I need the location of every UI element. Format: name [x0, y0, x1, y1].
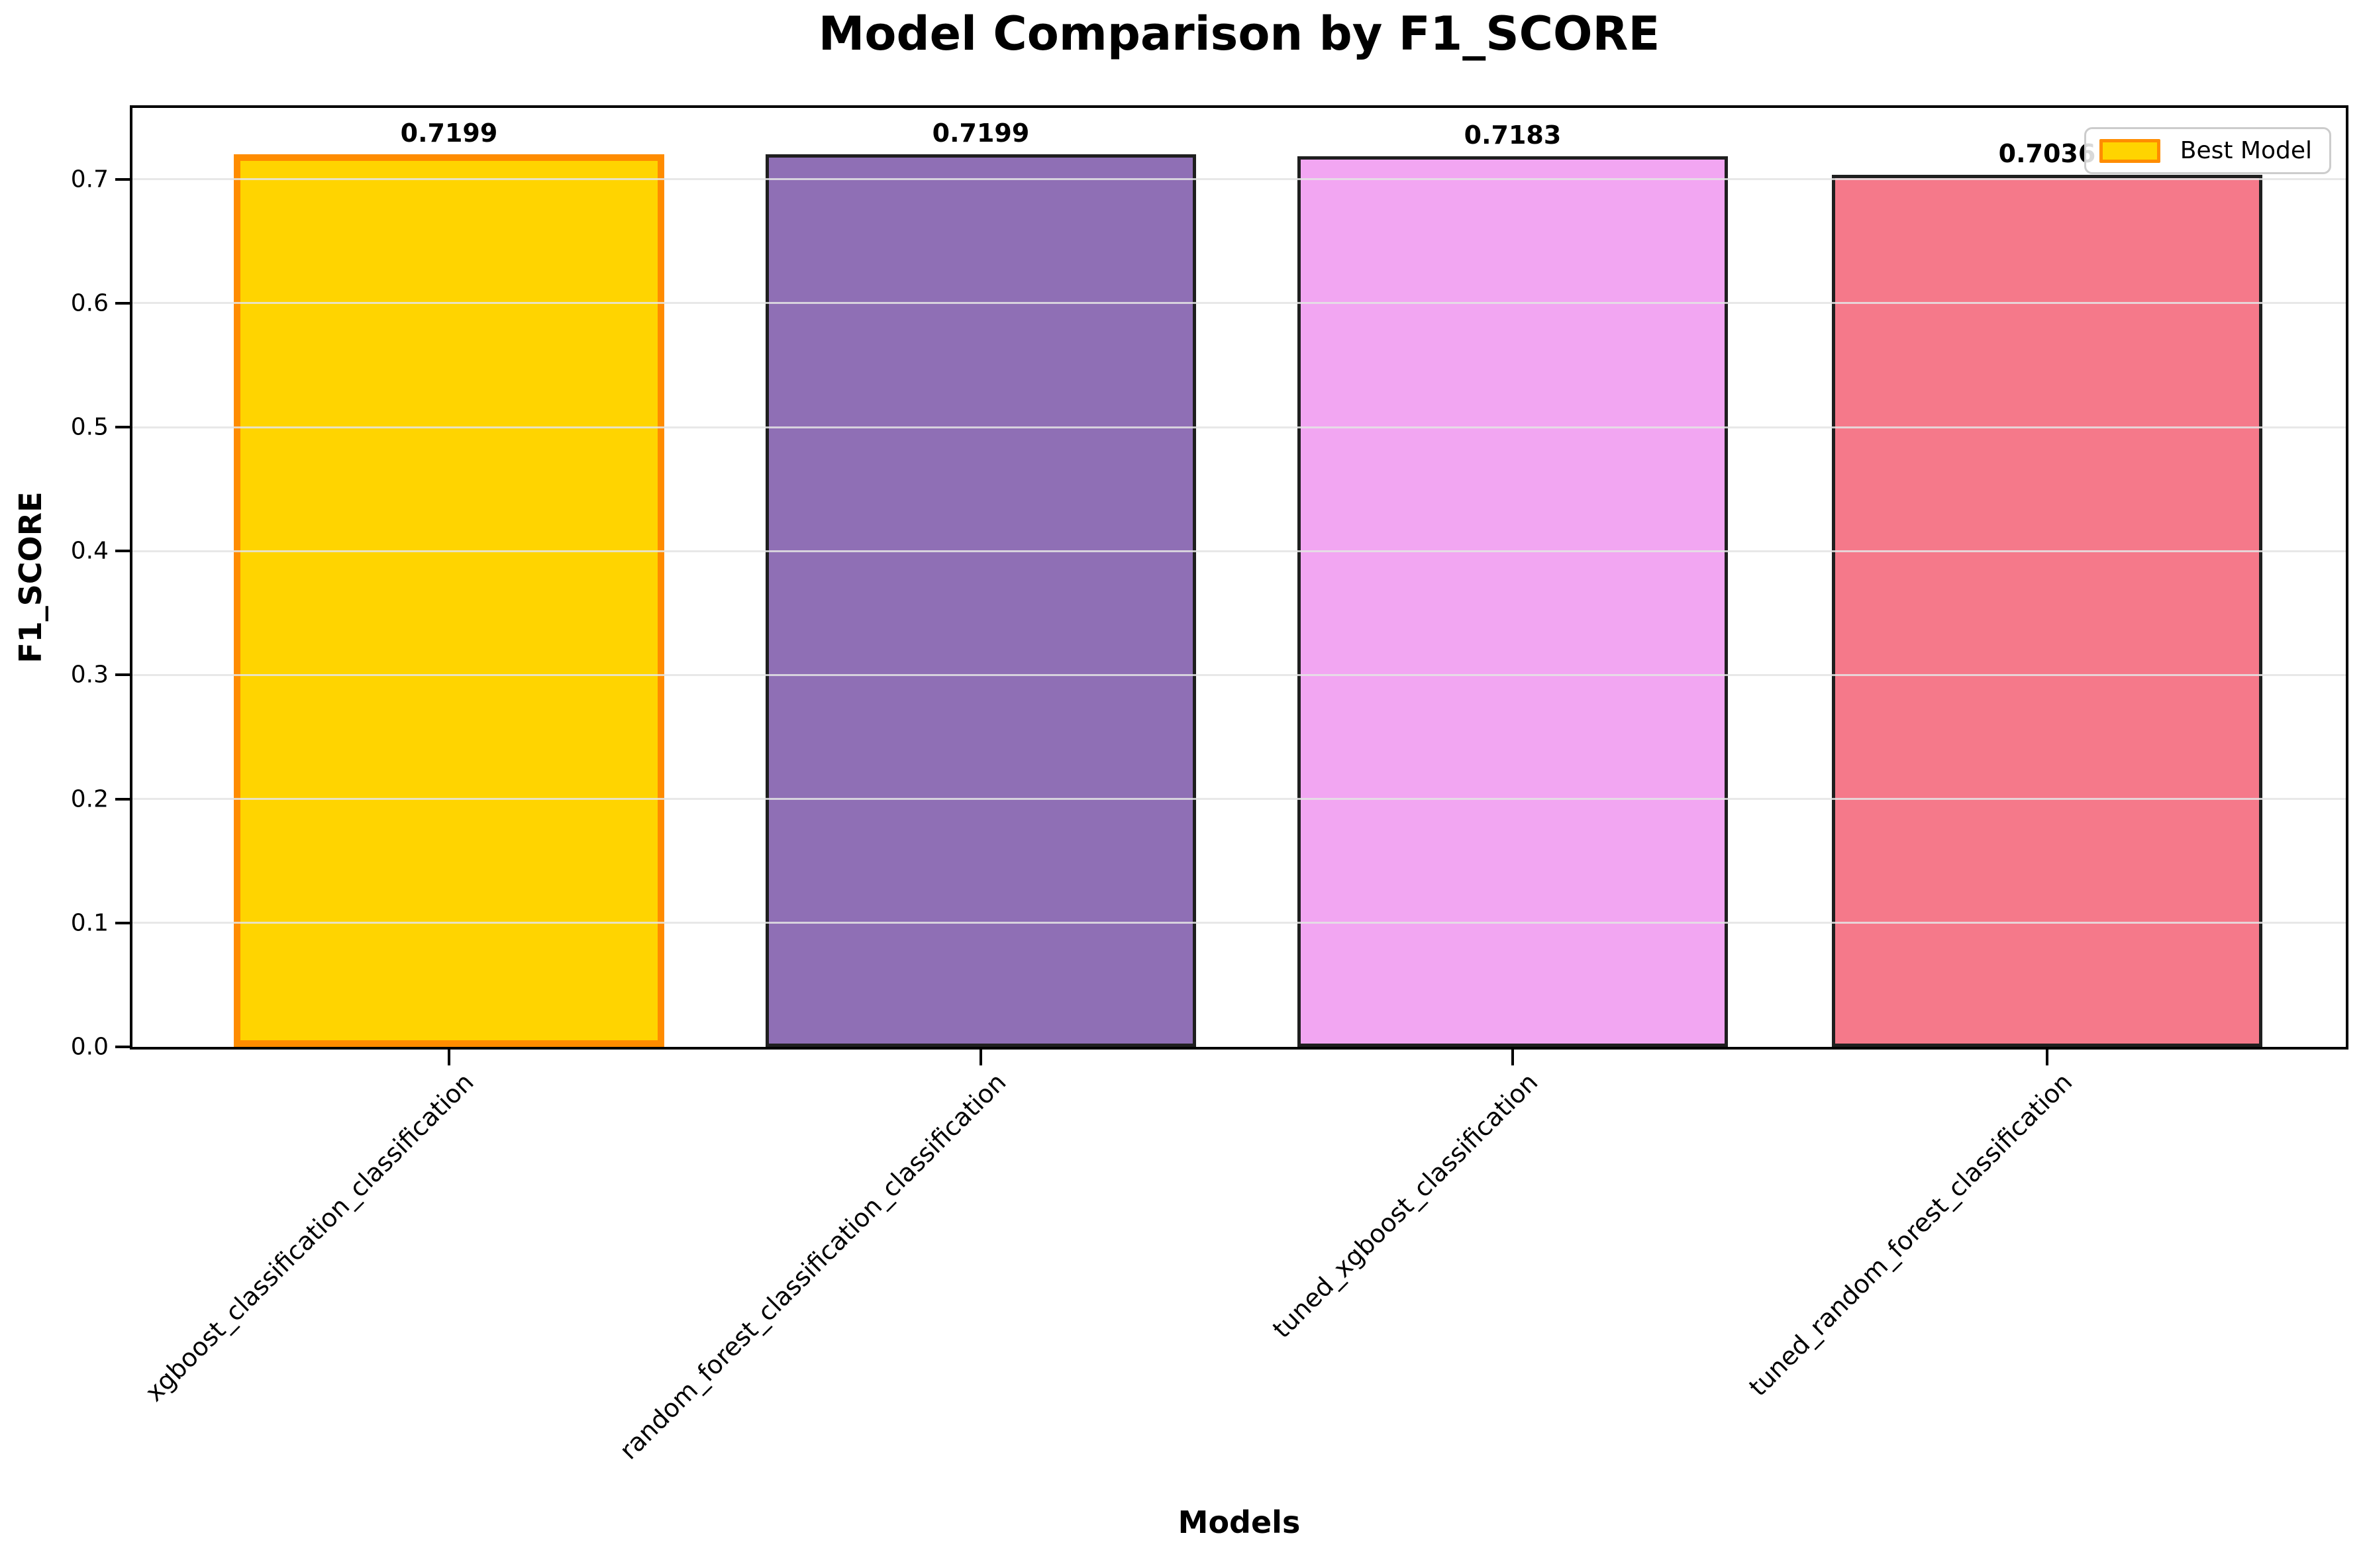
plot-area: Best Model 0.7199 0.7199 0.7183 0.7036 [132, 108, 2346, 1047]
x-axis-label: Models [1178, 1504, 1301, 1540]
y-tick-label: 0.7 [70, 166, 109, 193]
y-tick-label: 0.6 [70, 289, 109, 317]
right-spine [2346, 105, 2348, 1050]
bar [1297, 156, 1728, 1047]
y-tick-label: 0.2 [70, 785, 109, 813]
bar [1832, 174, 2262, 1047]
gridline [132, 426, 2346, 428]
x-tick-mark [1511, 1050, 1514, 1065]
y-tick-label: 0.4 [70, 537, 109, 565]
y-tick-label: 0.0 [70, 1033, 109, 1061]
y-axis-label: F1_SCORE [13, 491, 48, 663]
x-tick-mark [980, 1050, 982, 1065]
y-tick-mark [115, 797, 132, 801]
gridline [132, 922, 2346, 924]
bar-value-label: 0.7199 [400, 119, 498, 148]
y-tick-mark [115, 550, 132, 553]
x-tick-label: tuned_random_forest_classification [1743, 1067, 2078, 1402]
legend-swatch-best-model [2099, 138, 2160, 163]
bar-value-label: 0.7199 [932, 119, 1030, 148]
y-tick-mark [115, 426, 132, 429]
gridline [132, 302, 2346, 305]
x-tick-mark [448, 1050, 450, 1065]
y-tick-mark [115, 1046, 132, 1048]
y-tick-label: 0.3 [70, 661, 109, 689]
chart-title: Model Comparison by F1_SCORE [818, 7, 1660, 61]
bar [766, 154, 1196, 1047]
x-tick-label: xgboost_classification_classification [140, 1067, 480, 1408]
bar [234, 154, 664, 1047]
gridline [132, 178, 2346, 181]
gridline [132, 798, 2346, 801]
bottom-spine [130, 1047, 2348, 1050]
y-tick-label: 0.1 [70, 909, 109, 937]
legend: Best Model [2084, 127, 2331, 174]
x-tick-mark [2046, 1050, 2048, 1065]
y-tick-mark [115, 921, 132, 924]
left-spine [130, 105, 132, 1050]
y-tick-mark [115, 177, 132, 181]
bar-value-label: 0.7183 [1464, 121, 1562, 150]
legend-label: Best Model [2180, 137, 2312, 164]
y-tick-mark [115, 673, 132, 677]
gridline [132, 550, 2346, 552]
y-tick-mark [115, 301, 132, 305]
bar-value-label: 0.7036 [1998, 138, 2096, 168]
top-spine [130, 105, 2348, 108]
x-tick-label: random_forest_classification_classificat… [613, 1067, 1012, 1465]
x-tick-label: tuned_xgboost_classification [1266, 1067, 1544, 1344]
gridline [132, 673, 2346, 676]
y-tick-label: 0.5 [70, 413, 109, 441]
